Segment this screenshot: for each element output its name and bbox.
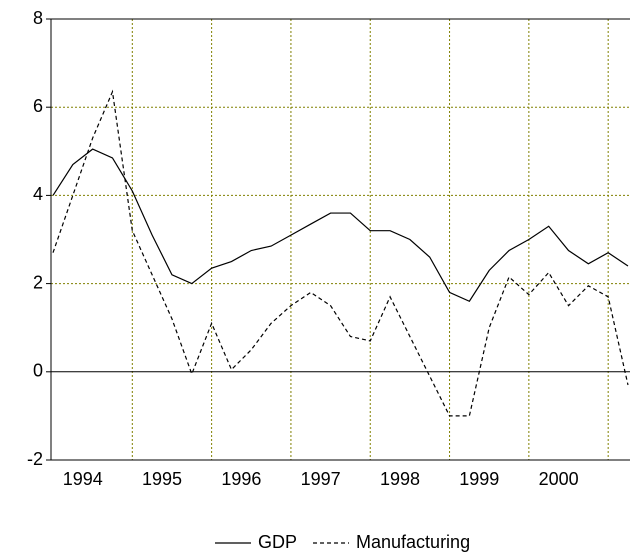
y-tick-label: 2 xyxy=(33,272,43,292)
x-tick-label: 1997 xyxy=(301,469,341,489)
x-tick-label: 1998 xyxy=(380,469,420,489)
x-tick-label: 1995 xyxy=(142,469,182,489)
y-tick-label: 6 xyxy=(33,96,43,116)
x-tick-label: 2000 xyxy=(539,469,579,489)
y-tick-label: 4 xyxy=(33,184,43,204)
y-tick-label: -2 xyxy=(27,449,43,469)
series-line xyxy=(52,89,629,417)
legend-label: Manufacturing xyxy=(356,532,470,552)
legend-label: GDP xyxy=(258,532,297,552)
y-tick-label: 0 xyxy=(33,361,43,381)
x-tick-label: 1999 xyxy=(459,469,499,489)
x-tick-label: 1994 xyxy=(63,469,103,489)
series-line xyxy=(52,148,629,302)
x-tick-label: 1996 xyxy=(221,469,261,489)
y-tick-label: 8 xyxy=(33,8,43,28)
